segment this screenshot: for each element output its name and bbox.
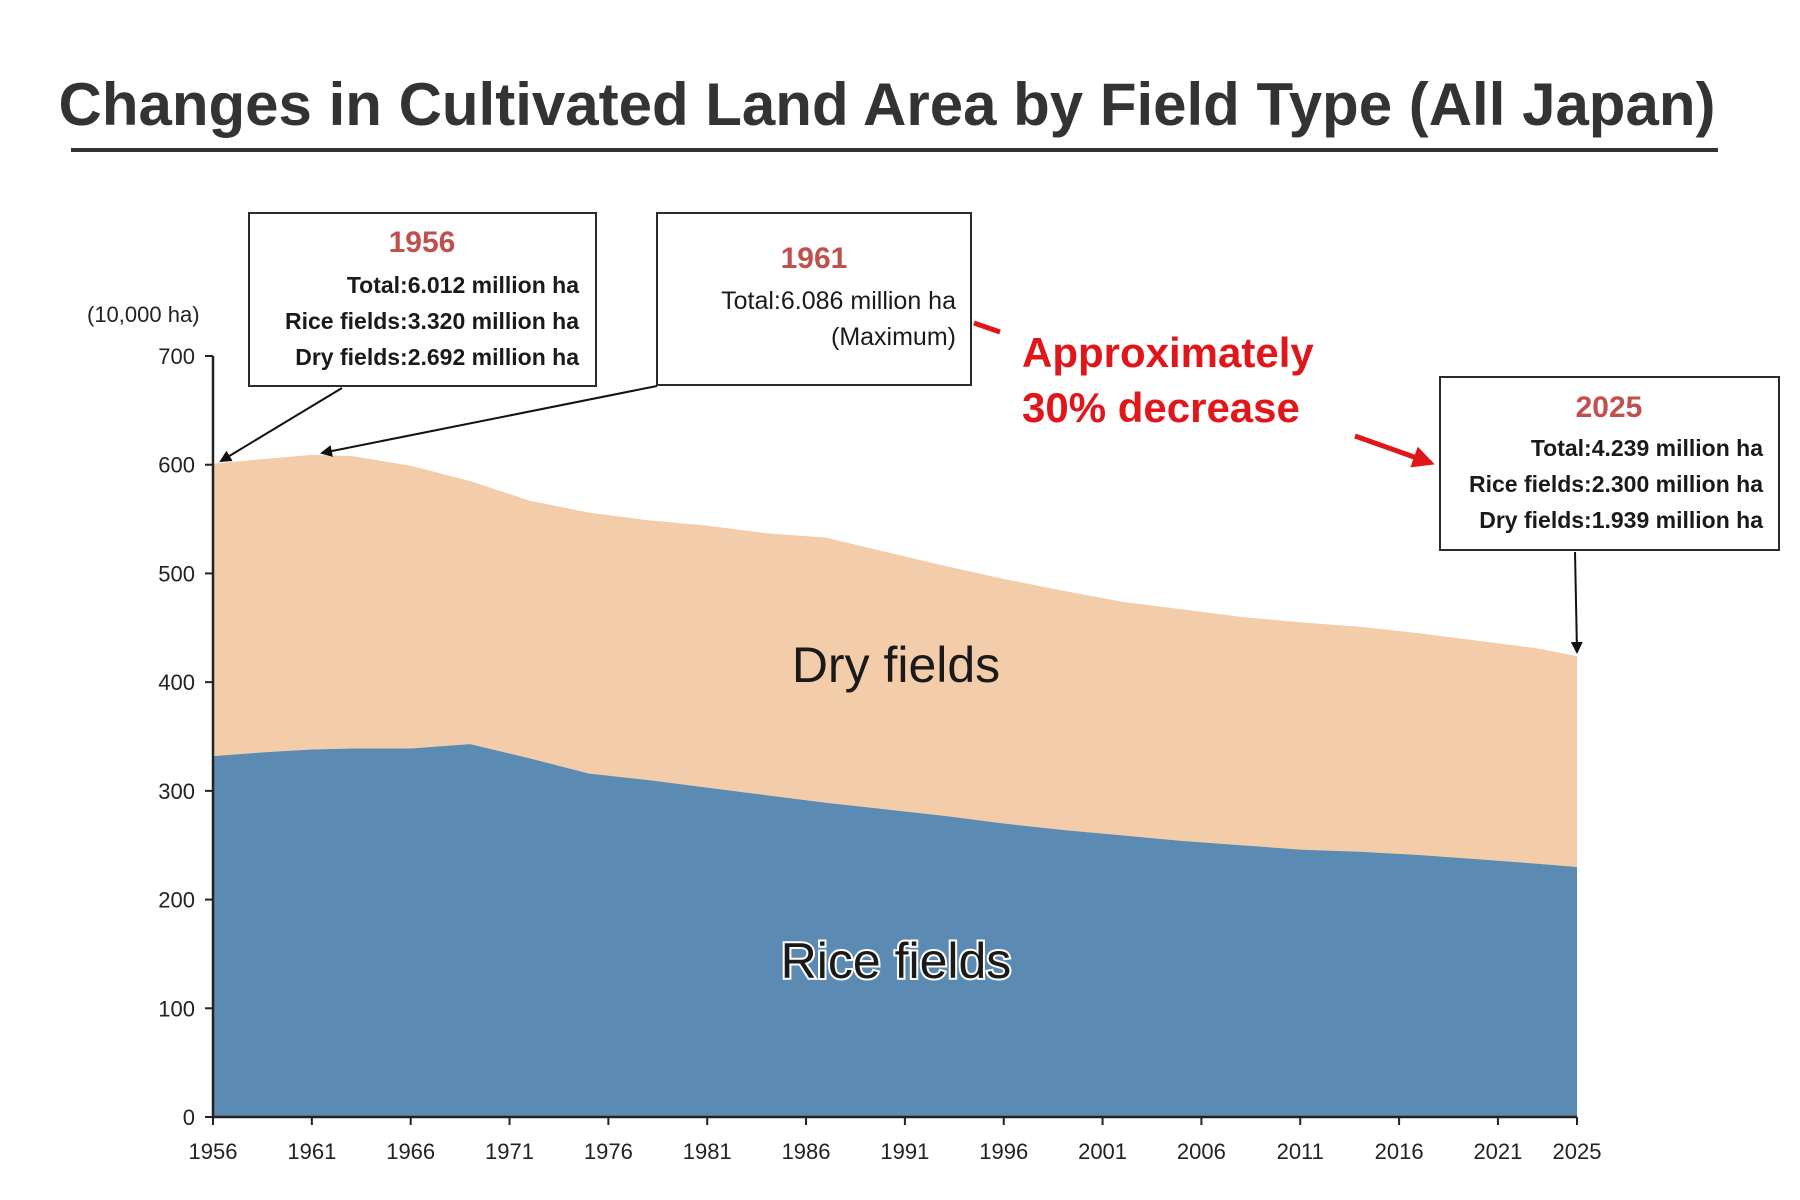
x-tick-label: 1991 [880,1139,929,1164]
x-tick-label: 2016 [1375,1139,1424,1164]
x-tick-label: 2001 [1078,1139,1127,1164]
annotation-1961-arrow [320,385,658,457]
x-tick-label: 1981 [683,1139,732,1164]
annotation-2025-dry: Dry fields:1.939 million ha [1479,507,1763,533]
annotation-2025-year: 2025 [1576,391,1643,424]
annotation-1961-total: Total:6.086 million ha [721,287,956,315]
decrease-text-line-1: Approximately [1022,329,1314,376]
y-tick-label: 500 [158,561,195,586]
x-tick-label: 2006 [1177,1139,1226,1164]
x-tick-label: 1956 [189,1139,238,1164]
annotation-1956-box [248,212,597,387]
decrease-text-line-2: 30% decrease [1022,384,1300,431]
y-ticks: 0 100 200 300 400 500 600 700 [158,344,213,1130]
annotation-2025-total: Total:4.239 million ha [1531,435,1763,461]
decrease-arrow [1354,433,1435,468]
annotation-1956-rice: Rice fields:3.320 million ha [285,308,579,334]
x-tick-label: 1971 [485,1139,534,1164]
x-ticks: 1956 1961 1966 1971 1976 1981 1986 1991 1996 2001… [189,1117,1602,1164]
area-label-rice-fields: Rice fields [781,933,1012,989]
y-tick-label: 600 [158,453,195,478]
annotation-2025: 2025 Total:4.239 million ha Rice fields:… [1439,376,1780,654]
y-tick-label: 100 [158,996,195,1021]
chart-title: Changes in Cultivated Land Area by Field… [59,71,1716,138]
decrease-line-top [973,320,1001,335]
x-tick-label: 1966 [386,1139,435,1164]
y-tick-label: 700 [158,344,195,369]
annotation-2025-rice: Rice fields:2.300 million ha [1469,471,1763,497]
x-tick-label: 2025 [1553,1139,1602,1164]
annotation-1956-year: 1956 [389,226,456,259]
annotation-1956-dry: Dry fields:2.692 million ha [295,344,579,370]
area-rice-fields [213,744,1577,1117]
area-label-dry-fields: Dry fields [792,637,1000,693]
annotation-2025-box [1439,376,1780,551]
annotation-1956-arrow [219,387,343,463]
x-tick-label: 1961 [287,1139,336,1164]
annotation-1956-total: Total:6.012 million ha [347,272,579,298]
decrease-callout: Approximately 30% decrease [973,320,1435,468]
x-tick-label: 2011 [1277,1139,1324,1164]
area-dry-fields [213,454,1577,867]
x-tick-label: 1976 [584,1139,633,1164]
x-tick-label: 1986 [782,1139,831,1164]
y-unit-label: (10,000 ha) [87,302,200,327]
annotation-1961-year: 1961 [781,242,848,275]
y-tick-label: 0 [183,1105,195,1130]
x-tick-label: 1996 [979,1139,1028,1164]
annotation-1961-box [656,212,972,386]
annotation-1956: 1956 Total:6.012 million ha Rice fields:… [219,212,597,463]
x-tick-label: 2021 [1473,1139,1522,1164]
y-tick-label: 400 [158,670,195,695]
annotation-1961-maximum: (Maximum) [831,323,956,351]
annotation-2025-arrow [1570,551,1583,654]
annotation-1961: 1961 Total:6.086 million ha (Maximum) [320,212,972,457]
y-tick-label: 200 [158,888,195,913]
y-tick-label: 300 [158,779,195,804]
